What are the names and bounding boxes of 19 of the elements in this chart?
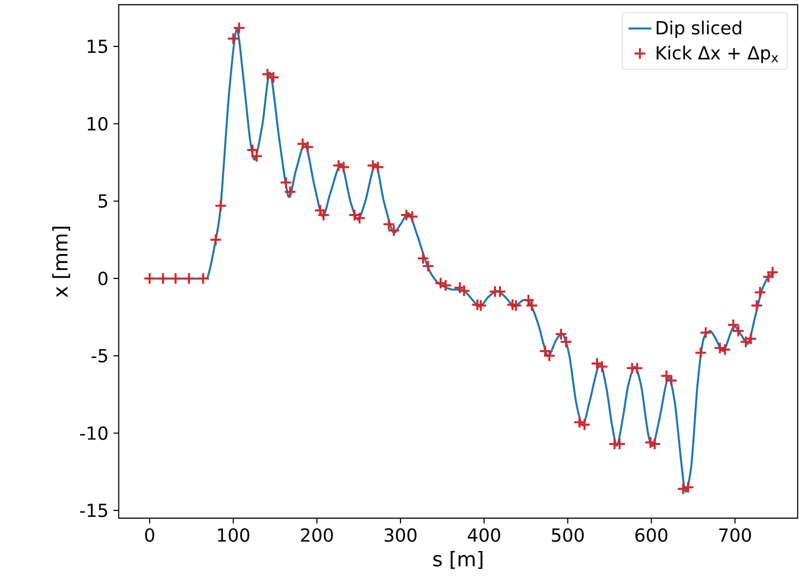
x-tick-label: 100 [218,528,250,542]
x-tick-label: 200 [301,528,333,542]
y-tick-label: 5 [98,194,108,208]
x-tick-label: 600 [635,528,668,542]
y-tick-label: -10 [80,426,108,440]
y-tick-label: 15 [88,40,108,53]
x-axis-title: s [m] [433,550,482,569]
x-tick-label: 700 [719,528,751,542]
x-tick-label: 400 [468,528,500,542]
y-tick-label: -5 [92,348,108,362]
y-axis-title: x [mm] [52,226,70,298]
legend-label: Kick Δx + Δp$_{x}$ [656,46,778,63]
x-tick-label: 300 [384,528,416,542]
y-tick-label: -15 [80,504,108,518]
x-tick-label: 500 [552,528,584,542]
x-tick-label: 0 [145,528,154,542]
y-tick-label: 10 [88,116,108,130]
y-tick-label: 0 [98,272,108,286]
legend-label: Dip sliced [656,20,742,38]
